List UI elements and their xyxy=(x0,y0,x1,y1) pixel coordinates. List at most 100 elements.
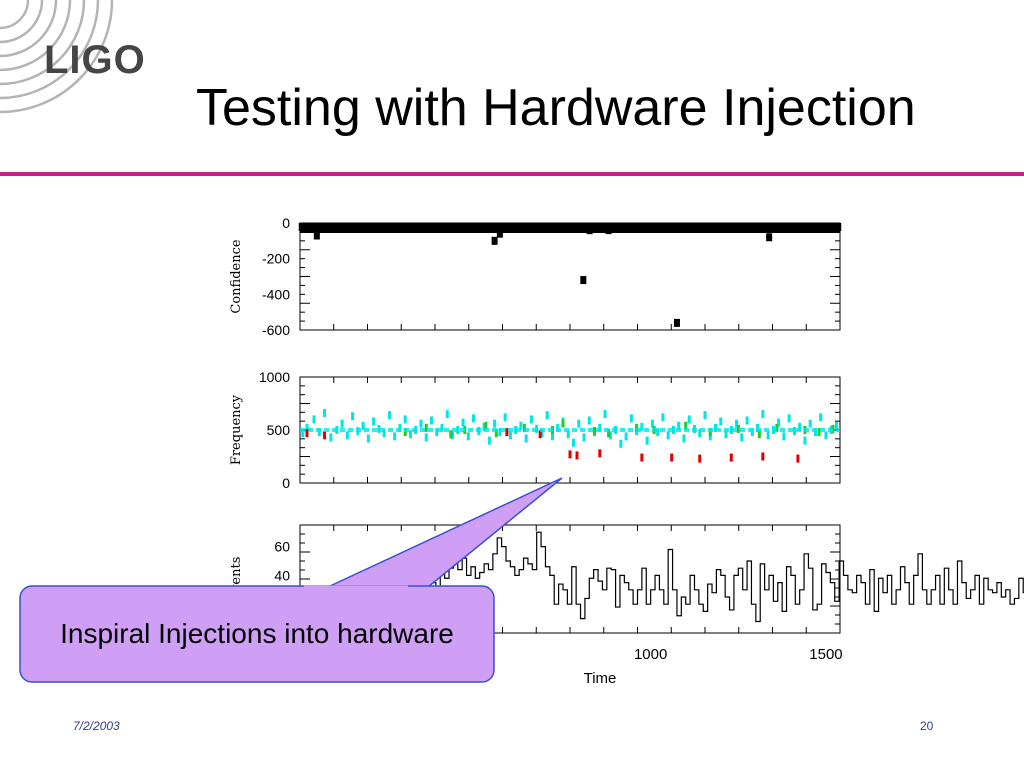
frequency-point-cyan xyxy=(582,433,586,442)
frequency-point-cyan xyxy=(451,431,455,440)
y-axis-label: Confidence xyxy=(229,239,244,313)
frequency-point-cyan xyxy=(629,414,633,423)
frequency-point-cyan xyxy=(834,421,838,430)
frequency-point-cyan xyxy=(729,426,733,434)
frequency-point-green xyxy=(736,424,740,433)
frequency-point-cyan xyxy=(351,412,355,421)
frequency-point-red xyxy=(670,453,674,462)
frequency-point-cyan xyxy=(498,428,502,437)
frequency-point-cyan xyxy=(403,415,407,424)
frequency-point-cyan xyxy=(393,432,397,441)
frequency-point-cyan xyxy=(650,419,654,428)
frequency-point-cyan xyxy=(366,434,370,443)
confidence-dense-band xyxy=(300,223,840,233)
frequency-point-cyan xyxy=(323,409,327,418)
frequency-point-cyan xyxy=(671,426,675,434)
frequency-point-green xyxy=(484,421,488,430)
frequency-point-cyan xyxy=(440,423,444,432)
frequency-point-cyan xyxy=(708,432,712,441)
frequency-point-cyan xyxy=(429,416,433,425)
frequency-point-cyan xyxy=(493,419,497,428)
frequency-point-cyan xyxy=(312,415,316,424)
frequency-point-cyan xyxy=(345,431,349,440)
confidence-point xyxy=(491,236,498,245)
frequency-point-cyan xyxy=(472,414,476,423)
frequency-point-red xyxy=(305,429,309,438)
frequency-point-cyan xyxy=(577,419,581,428)
frequency-point-green xyxy=(403,428,407,437)
frequency-point-cyan xyxy=(640,422,644,431)
y-tick-label: -600 xyxy=(262,322,290,338)
frequency-point-cyan xyxy=(714,423,718,432)
frequency-point-cyan xyxy=(824,431,828,440)
frequency-point-cyan xyxy=(301,429,305,438)
frequency-point-cyan xyxy=(682,434,686,443)
footer-date: 7/2/2003 xyxy=(73,719,120,733)
y-tick-label: 60 xyxy=(274,539,290,555)
frequency-point-green xyxy=(607,429,611,438)
x-tick-label: 1500 xyxy=(809,646,842,663)
frequency-point-red xyxy=(575,451,579,460)
frequency-point-cyan xyxy=(566,430,570,439)
frequency-point-green xyxy=(424,423,428,432)
frequency-point-cyan xyxy=(798,422,802,431)
frequency-point-red xyxy=(761,452,765,461)
frequency-point-cyan xyxy=(661,413,665,422)
frequency-point-cyan xyxy=(666,431,670,440)
frequency-point-cyan xyxy=(624,432,628,441)
y-tick-label: 0 xyxy=(282,475,290,491)
frequency-point-red xyxy=(640,453,644,462)
frequency-point-cyan xyxy=(529,415,533,424)
frequency-point-cyan xyxy=(792,427,796,436)
frequency-point-cyan xyxy=(803,436,807,445)
frequency-point-cyan xyxy=(398,423,402,432)
frequency-point-green xyxy=(708,428,712,437)
frequency-point-red xyxy=(505,428,509,437)
callout-text: Inspiral Injections into hardware xyxy=(60,618,454,649)
frequency-point-cyan xyxy=(329,433,333,442)
x-tick-label: 1000 xyxy=(634,646,667,663)
frequency-point-red xyxy=(568,450,572,459)
frequency-point-cyan xyxy=(787,414,791,423)
frequency-point-cyan xyxy=(619,439,623,448)
y-tick-label: -200 xyxy=(262,251,290,267)
frequency-point-cyan xyxy=(305,423,309,432)
frequency-point-green xyxy=(593,427,597,436)
y-axis-label: Frequency xyxy=(229,394,244,465)
frequency-point-cyan xyxy=(340,419,344,428)
frequency-point-green xyxy=(775,423,779,432)
frequency-point-cyan xyxy=(556,423,560,432)
frequency-point-cyan xyxy=(540,429,544,438)
frequency-point-cyan xyxy=(387,411,391,420)
frequency-point-green xyxy=(494,429,498,438)
frequency-point-cyan xyxy=(466,432,470,441)
frequency-point-cyan xyxy=(545,411,549,420)
frequency-point-cyan xyxy=(813,428,817,437)
frequency-point-cyan xyxy=(698,429,702,438)
frequency-point-cyan xyxy=(608,431,612,440)
frequency-point-cyan xyxy=(777,418,781,427)
frequency-point-cyan xyxy=(503,413,507,422)
confidence-point xyxy=(766,233,773,242)
frequency-point-cyan xyxy=(550,432,554,441)
confidence-point xyxy=(580,276,587,285)
y-tick-label: 40 xyxy=(274,567,290,583)
frequency-point-cyan xyxy=(317,428,321,437)
y-tick-label: -400 xyxy=(262,286,290,302)
panel-frame-1 xyxy=(299,222,841,331)
frequency-point-green xyxy=(522,423,526,432)
frequency-point-cyan xyxy=(419,419,423,428)
confidence-point xyxy=(673,318,680,327)
frequency-point-cyan xyxy=(587,416,591,425)
x-axis-label: Time xyxy=(584,670,617,687)
frequency-point-cyan xyxy=(372,417,376,426)
slide-title: Testing with Hardware Injection xyxy=(196,79,916,137)
frequency-point-cyan xyxy=(482,422,486,431)
confidence-point xyxy=(496,229,503,238)
y-tick-label: 0 xyxy=(282,215,290,231)
frequency-point-cyan xyxy=(461,418,465,427)
frequency-point-red xyxy=(323,431,327,440)
frequency-point-cyan xyxy=(740,433,744,442)
ligo-logo: LIGO xyxy=(44,38,146,82)
frequency-point-cyan xyxy=(524,434,528,443)
